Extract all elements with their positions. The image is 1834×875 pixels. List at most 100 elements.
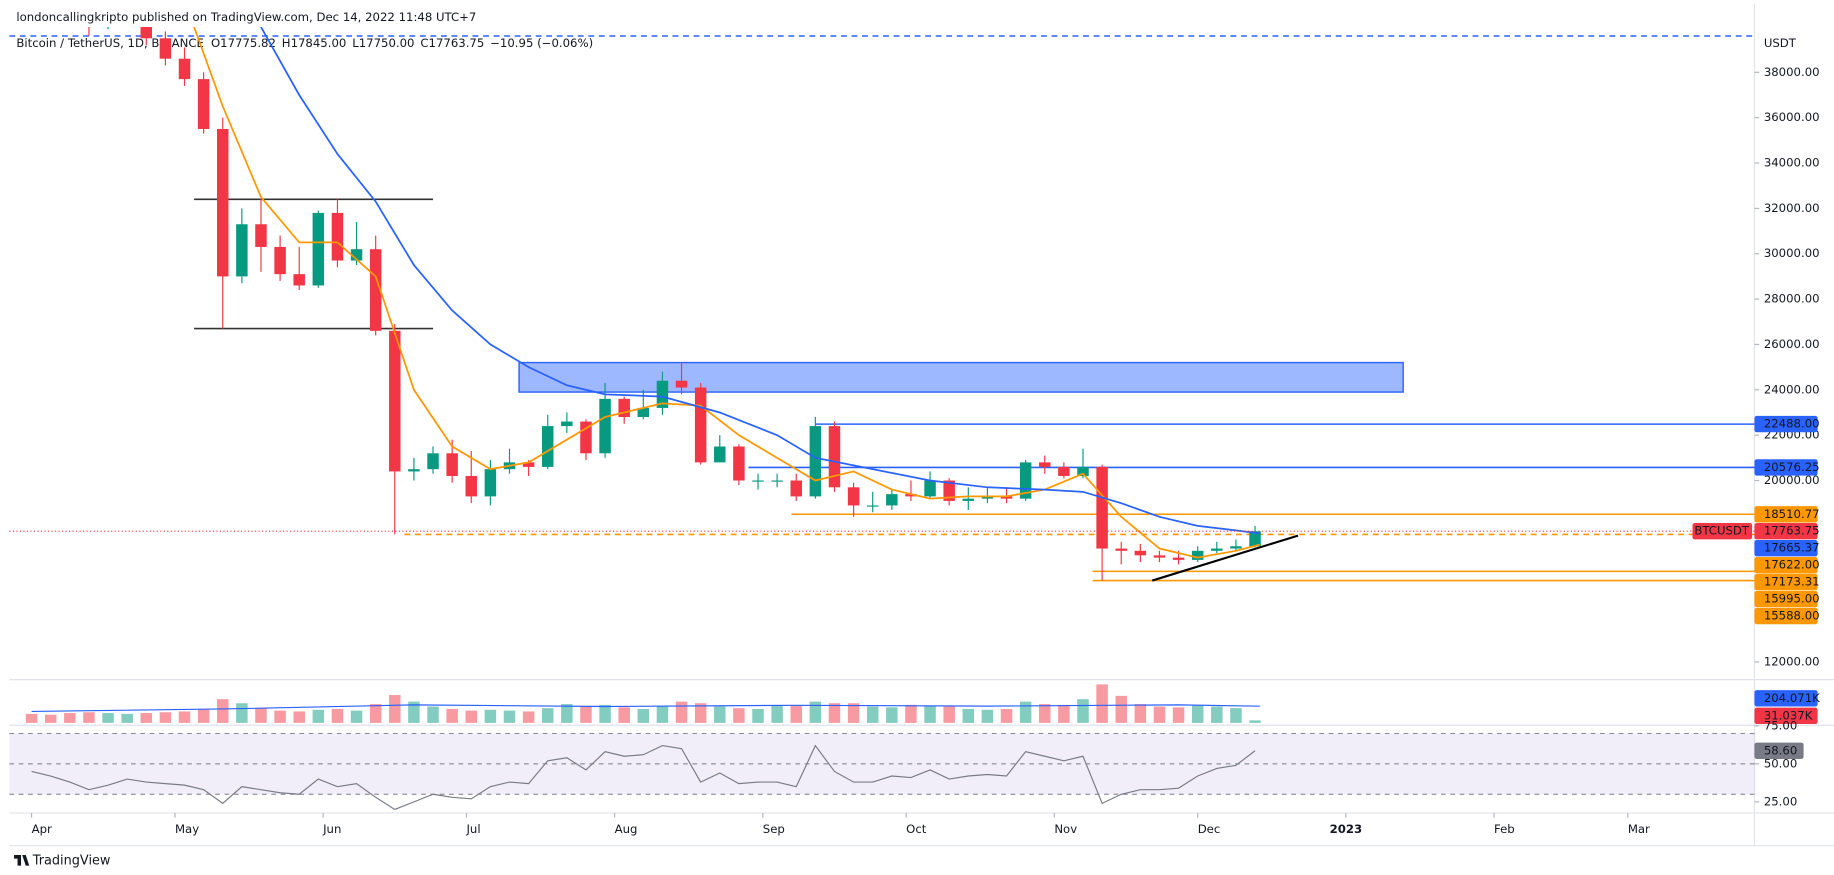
candle-body	[522, 462, 535, 467]
price-label: 17665.37	[1764, 541, 1820, 555]
ohlc-value: −10.95 (−0.06%)	[490, 36, 593, 50]
ohlc-key: L	[352, 36, 359, 50]
symbol-tag: BTCUSDT	[1694, 524, 1750, 538]
volume-bar	[522, 711, 535, 723]
candle-body	[408, 469, 420, 472]
volume-bar	[1077, 699, 1089, 723]
volume-bar	[733, 708, 745, 723]
x-tick-label: Aug	[615, 822, 638, 836]
volume-bar	[905, 704, 917, 723]
candle-body	[389, 330, 401, 472]
candle-body	[465, 475, 477, 497]
volume-bar	[159, 712, 172, 723]
candle-body	[1077, 466, 1089, 476]
price-label-bg	[1754, 523, 1818, 540]
candle-body	[733, 446, 745, 481]
candle-body	[178, 58, 191, 80]
volume-ma-label-bg	[1754, 690, 1818, 707]
candle-body	[369, 249, 382, 331]
y-tick-label: 20000.00	[1764, 473, 1820, 487]
x-tick-label: Apr	[32, 822, 52, 836]
volume-bar	[828, 703, 841, 723]
volume-bar	[1039, 704, 1051, 723]
volume-bar	[83, 712, 95, 723]
y-tick-label: 34000.00	[1764, 156, 1820, 170]
y-tick-label: 36000.00	[1764, 110, 1820, 124]
rsi-label: 58.60	[1764, 743, 1797, 757]
candle-body	[331, 212, 344, 261]
candle-body	[924, 480, 936, 497]
volume-bar	[943, 706, 955, 723]
ohlc-key: C	[420, 36, 428, 50]
publisher: londoncallingkripto published on Trading…	[16, 10, 476, 24]
candle-body	[886, 494, 898, 506]
price-label: 22488.00	[1764, 417, 1820, 431]
symbol-tag-bg	[1692, 523, 1753, 540]
candle-body	[217, 129, 229, 277]
price-label: 15995.00	[1764, 592, 1820, 606]
candle-body	[1153, 555, 1166, 558]
rsi-tick-label: 75.00	[1764, 718, 1797, 732]
candle-body	[484, 469, 497, 497]
candle-body	[159, 38, 172, 59]
candle-body	[828, 426, 841, 488]
moving-average	[260, 26, 1260, 535]
volume-bar	[962, 708, 975, 723]
ohlc-value: 17750.00	[359, 36, 415, 50]
candle-body	[561, 421, 573, 427]
volume-bar	[178, 711, 191, 723]
x-tick-label: Sep	[763, 822, 785, 836]
volume-bar	[121, 713, 133, 723]
volume-bar	[981, 709, 994, 723]
trendline	[1151, 534, 1299, 582]
volume-bar	[656, 706, 669, 723]
candle-body	[1211, 548, 1223, 551]
volume-label: 31.037K	[1764, 708, 1813, 722]
x-tick-label: Feb	[1494, 822, 1515, 836]
volume-bar	[1249, 720, 1261, 723]
volume-bar	[255, 708, 267, 723]
x-tick-label: May	[175, 822, 199, 836]
volume-bar	[465, 710, 477, 723]
ohlc-value: 17775.82	[220, 36, 276, 50]
price-label: 18510.77	[1764, 507, 1820, 521]
volume-bar	[236, 703, 248, 723]
volume-bar	[408, 701, 420, 723]
currency: USDT	[1764, 36, 1797, 50]
x-tick-label: Dec	[1198, 822, 1221, 836]
volume-bar	[1058, 704, 1070, 723]
candle-body	[809, 426, 822, 497]
volume-bar	[64, 713, 76, 723]
volume-bar	[771, 705, 783, 723]
volume-bar	[618, 707, 630, 723]
volume-bar	[427, 706, 439, 723]
candle-body	[1096, 466, 1108, 549]
candle-body	[962, 498, 975, 501]
ohlc-value: 17845.00	[291, 36, 347, 50]
x-tick-label: Jun	[322, 822, 341, 836]
candle-body	[293, 274, 305, 286]
ohlc-key: H	[282, 36, 291, 50]
volume-bar	[217, 699, 229, 723]
rsi-tick-label: 25.00	[1764, 794, 1797, 808]
volume-bar	[1230, 708, 1242, 723]
volume-bar	[599, 704, 611, 723]
y-tick-label: 28000.00	[1764, 292, 1820, 306]
price-label: 17173.31	[1764, 575, 1820, 589]
volume-bar	[561, 704, 573, 723]
volume-bar	[752, 708, 764, 723]
price-label-bg	[1754, 540, 1818, 557]
candle-body	[599, 398, 611, 454]
volume-bar	[1000, 708, 1013, 723]
x-tick-label: Oct	[906, 822, 927, 836]
y-tick-label: 24000.00	[1764, 382, 1820, 396]
candle-body	[637, 407, 650, 418]
volume-bar	[331, 708, 344, 723]
x-tick-label: Jul	[465, 822, 480, 836]
candle-body	[1058, 466, 1070, 476]
candle-body	[140, 26, 153, 39]
price-label-bg	[1754, 506, 1818, 523]
candle-body	[943, 480, 955, 501]
